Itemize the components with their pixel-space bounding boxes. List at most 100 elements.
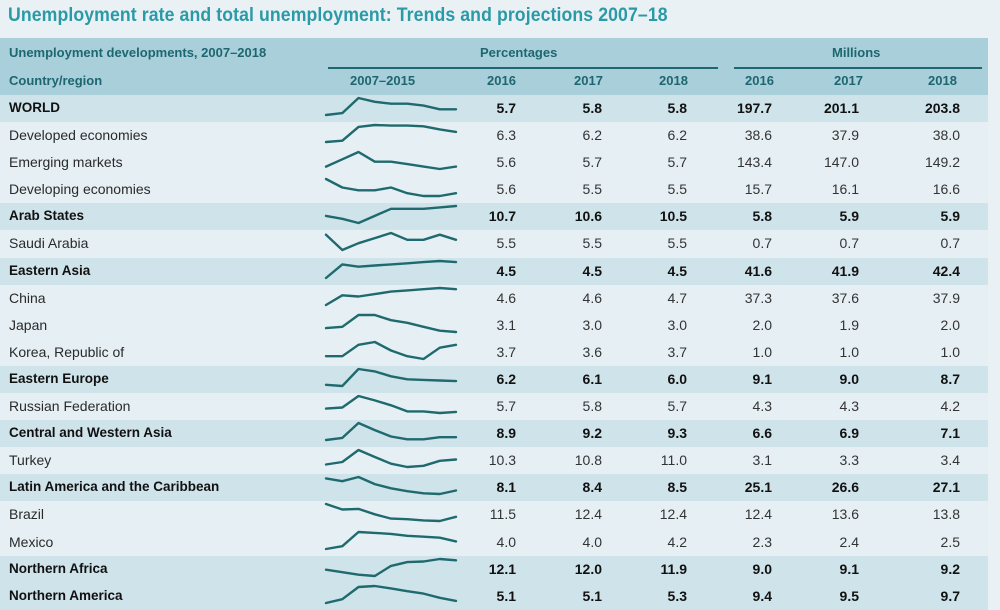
pct-value: 5.3 [667,587,687,604]
region-name: Northern America [9,587,123,603]
table-row: Eastern Europe 6.2 6.1 6.0 9.1 9.0 8.7 [0,365,988,394]
pct-value: 10.7 [488,208,516,225]
pct-value: 8.1 [496,479,516,496]
trend-sparkline [324,503,458,523]
trend-line [324,286,458,306]
region-name: Russian Federation [9,398,131,415]
table-title: Unemployment rate and total unemployment… [8,5,668,26]
pct-value: 6.2 [496,370,516,387]
mil-value: 2.5 [940,533,960,550]
pct-value: 4.6 [582,289,602,306]
mil-value: 2.4 [839,533,859,550]
trend-line [324,96,458,117]
mil-value: 12.4 [744,506,772,523]
mil-value: 147.0 [823,154,859,171]
pct-value: 4.7 [667,289,687,306]
pct-value: 11.5 [489,506,516,523]
region-name: Brazil [9,506,45,523]
trend-sparkline [324,394,458,415]
pct-value: 5.7 [582,154,602,171]
table-row: Saudi Arabia 5.5 5.5 5.5 0.7 0.7 0.7 [0,230,988,258]
trend-sparkline [324,557,458,577]
region-column-header: Country/region [9,73,103,88]
trend-sparkline [324,178,458,198]
trend-line [324,449,458,469]
pct-value: 5.7 [667,398,687,415]
mil-value: 1.0 [839,343,859,360]
pct-2016-header: 2016 [487,73,516,88]
mil-value: 41.9 [831,262,859,279]
mil-value: 203.8 [924,100,960,116]
pct-value: 5.5 [582,181,602,198]
pct-2017-header: 2017 [574,73,603,88]
pct-value: 4.2 [667,533,687,550]
mil-value: 2.0 [940,316,960,333]
pct-value: 6.2 [667,127,687,144]
pct-value: 10.6 [574,208,602,225]
table-row: Central and Western Asia 8.9 9.2 9.3 6.6 6.9 7… [0,420,988,448]
pct-value: 10.5 [659,208,687,225]
mil-value: 8.7 [940,370,960,387]
region-name: China [9,289,46,306]
mil-value: 0.7 [940,235,960,252]
table-row: Eastern Asia 4.5 4.5 4.5 41.6 41.9 42.4 [0,257,988,285]
mil-value: 9.0 [752,560,772,577]
mil-value: 149.2 [924,154,960,171]
mil-value: 2.0 [752,316,772,333]
mil-value: 201.1 [823,100,859,116]
trend-sparkline [324,123,458,144]
region-name: Korea, Republic of [9,343,125,360]
table-row: Developing economies 5.6 5.5 5.5 15.7 16.1 16.… [0,176,988,204]
trend-sparkline [324,150,458,171]
table-row: China 4.6 4.6 4.7 37.3 37.6 37.9 [0,284,988,312]
trend-sparkline [324,232,458,252]
table-row: Arab States 10.7 10.6 10.5 5.8 5.9 5.9 [0,203,988,231]
trend-line [324,421,458,442]
trend-line [324,178,458,198]
mil-value: 1.9 [839,316,859,333]
trend-line [324,367,458,388]
pct-value: 4.6 [496,289,516,306]
trend-sparkline [324,367,458,388]
trend-line [324,394,458,415]
trend-sparkline [324,259,458,279]
region-name: Eastern Europe [9,370,109,386]
pct-value: 4.0 [496,533,516,550]
mil-value: 3.3 [839,452,859,469]
mil-value: 16.1 [831,181,859,198]
pct-value: 12.0 [574,560,602,577]
mil-2017-header: 2017 [834,73,863,88]
pct-value: 4.5 [582,262,602,279]
region-name: WORLD [9,100,60,115]
table-body: WORLD 5.7 5.8 5.8 197.7 201.1 203.8 Developed e… [0,95,988,610]
table-row: Emerging markets 5.6 5.7 5.7 143.4 147.0 149.2 [0,149,988,177]
trend-line [324,340,458,361]
trend-line [324,150,458,171]
trend-sparkline [324,530,458,550]
trend-line [324,584,458,604]
pct-value: 3.0 [667,316,687,333]
trend-line [324,530,458,550]
mil-value: 16.6 [932,181,960,198]
table-row: Japan 3.1 3.0 3.0 2.0 1.9 2.0 [0,311,988,339]
region-name: Central and Western Asia [9,425,172,441]
pct-value: 5.6 [496,181,516,198]
pct-value: 5.8 [582,398,602,415]
mil-value: 0.7 [839,235,859,252]
mil-value: 197.7 [736,100,772,116]
pct-value: 12.4 [659,506,687,523]
pct-value: 5.7 [667,154,687,171]
pct-value: 6.1 [582,370,602,387]
mil-value: 6.6 [752,425,772,442]
mil-value: 13.6 [831,506,859,523]
millions-group-header: Millions [832,45,881,60]
region-name: Developed economies [9,127,148,144]
mil-value: 143.4 [736,154,772,171]
table-row: Turkey 10.3 10.8 11.0 3.1 3.3 3.4 [0,447,988,475]
mil-2018-header: 2018 [928,73,957,88]
mil-value: 1.0 [940,343,960,360]
trend-line [324,123,458,144]
mil-value: 38.0 [932,127,960,144]
mil-2016-header: 2016 [745,73,774,88]
pct-value: 5.7 [496,100,516,116]
